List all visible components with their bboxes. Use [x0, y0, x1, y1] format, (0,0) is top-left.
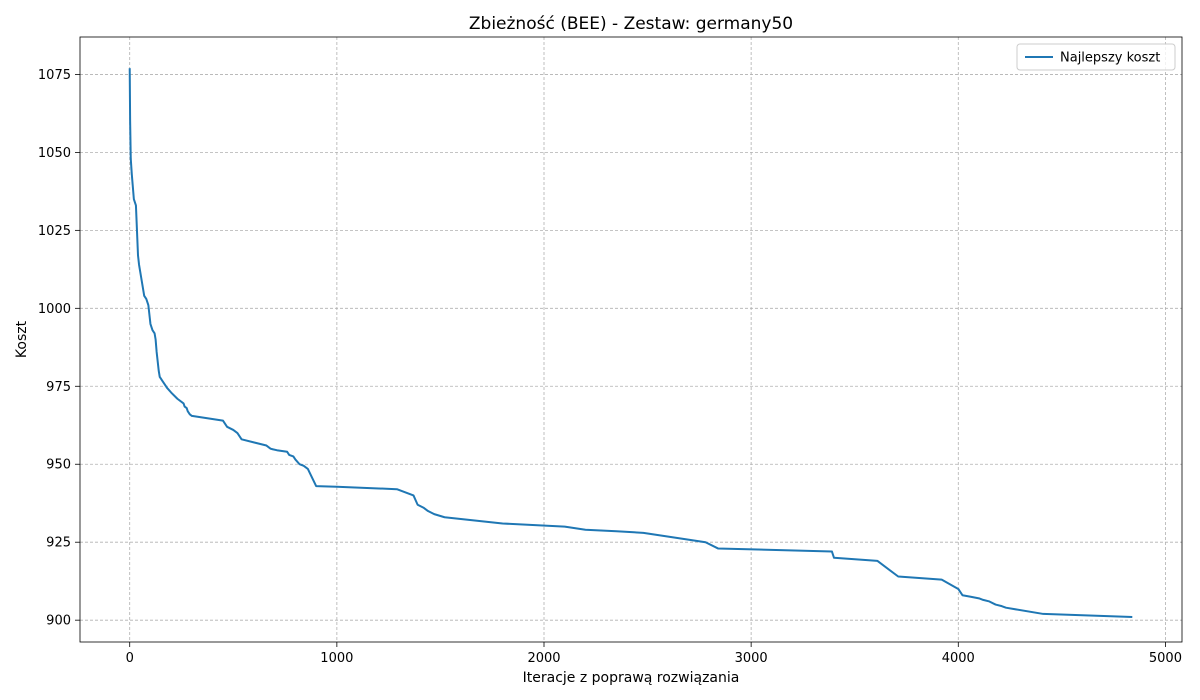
y-tick-label: 975 [46, 380, 71, 395]
y-tick-label: 1050 [38, 146, 71, 161]
y-tick-label: 925 [46, 536, 71, 551]
y-axis-title: Koszt [14, 320, 30, 358]
x-tick-label: 1000 [320, 651, 353, 666]
series-layer [128, 68, 1133, 619]
grid [80, 37, 1182, 642]
y-tick-label: 950 [46, 458, 71, 473]
legend-box [1016, 43, 1176, 71]
y-tick-label: 1000 [38, 302, 71, 317]
x-tick-label: 5000 [1149, 651, 1182, 666]
legend: Najlepszy koszt [1016, 43, 1176, 71]
y-tick-label: 1025 [38, 224, 71, 239]
chart-title: Zbieżność (BEE) - Zestaw: germany50 [469, 14, 793, 34]
x-tick-label: 0 [126, 651, 134, 666]
x-tick-label: 2000 [527, 651, 560, 666]
y-tick-label: 1075 [38, 68, 71, 83]
y-tick-label: 900 [46, 614, 71, 629]
x-tick-label: 4000 [942, 651, 975, 666]
ticks: 0 1000 2000 3000 4000 5000 900 925 950 975 1000 102… [38, 68, 1182, 666]
plot-frame [79, 36, 1183, 643]
x-axis-title: Iteracje z poprawą rozwiązania [523, 670, 740, 686]
series-line [128, 68, 1133, 619]
x-tick-label: 3000 [735, 651, 768, 666]
legend-label: Najlepszy koszt [1060, 51, 1160, 66]
